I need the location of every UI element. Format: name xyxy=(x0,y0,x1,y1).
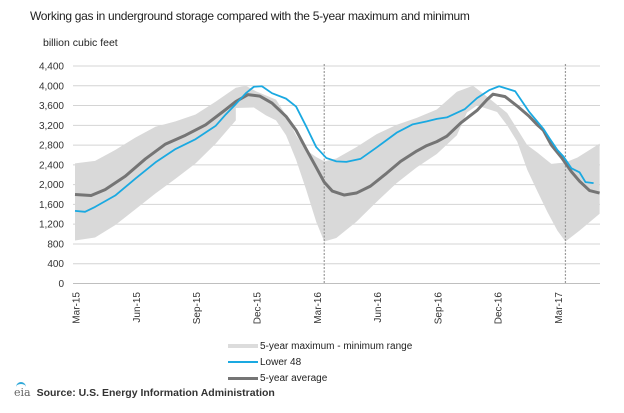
chart-title: Working gas in underground storage compa… xyxy=(30,9,470,23)
legend: 5-year maximum - minimum range Lower 48 … xyxy=(228,338,412,386)
legend-swatch-lower48 xyxy=(228,361,258,363)
legend-label-range: 5-year maximum - minimum range xyxy=(260,340,413,352)
y-tick-label: 1,600 xyxy=(39,200,64,211)
legend-label-lower48: Lower 48 xyxy=(260,356,302,368)
reference-lines xyxy=(323,64,567,284)
five-year-average-line xyxy=(74,92,600,198)
y-tick-label: 2,000 xyxy=(39,180,64,191)
gridlines xyxy=(73,65,600,284)
x-tick-label: Sep-15 xyxy=(192,292,203,325)
y-tick-label: 4,400 xyxy=(39,62,64,73)
source-note: eia Source: U.S. Energy Information Admi… xyxy=(14,382,275,399)
legend-item-average: 5-year average xyxy=(228,370,412,386)
legend-label-average: 5-year average xyxy=(260,372,328,384)
lower48-line xyxy=(74,85,594,213)
y-tick-label: 3,600 xyxy=(39,101,64,112)
y-tick-label: 2,800 xyxy=(39,141,64,152)
x-tick-label: Mar-15 xyxy=(72,292,83,324)
y-axis-unit-label: billion cubic feet xyxy=(43,37,118,49)
y-tick-label: 4,000 xyxy=(39,81,64,92)
legend-item-range: 5-year maximum - minimum range xyxy=(228,338,412,354)
x-tick-label: Dec-16 xyxy=(494,292,505,325)
legend-item-lower48: Lower 48 xyxy=(228,354,412,370)
x-tick-labels: Mar-15 Jun-15 Sep-15 Dec-15 Mar-16 Jun-16 Sep-… xyxy=(72,292,565,325)
y-tick-label: 1,200 xyxy=(39,220,64,231)
x-tick-label: Dec-15 xyxy=(253,292,264,325)
y-tick-label: 800 xyxy=(47,239,64,250)
legend-swatch-range xyxy=(228,344,258,348)
y-tick-label: 3,200 xyxy=(39,121,64,132)
x-tick-label: Mar-16 xyxy=(313,292,324,324)
eia-logo-icon: eia xyxy=(14,382,31,399)
x-tick-label: Jun-15 xyxy=(132,292,143,323)
legend-swatch-average xyxy=(228,376,258,380)
x-tick-label: Jun-16 xyxy=(373,292,384,323)
y-tick-label: 400 xyxy=(47,259,64,270)
x-tick-label: Sep-16 xyxy=(433,292,444,325)
series-lines xyxy=(74,85,600,213)
y-tick-label: 2,400 xyxy=(39,160,64,171)
y-tick-label: 0 xyxy=(58,279,64,290)
y-tick-labels: 0 400 800 1,200 1,600 2,000 2,400 2,800 3,200 3,6… xyxy=(39,62,64,291)
source-text: Source: U.S. Energy Information Administ… xyxy=(36,386,275,399)
x-tick-label: Mar-17 xyxy=(554,292,565,324)
